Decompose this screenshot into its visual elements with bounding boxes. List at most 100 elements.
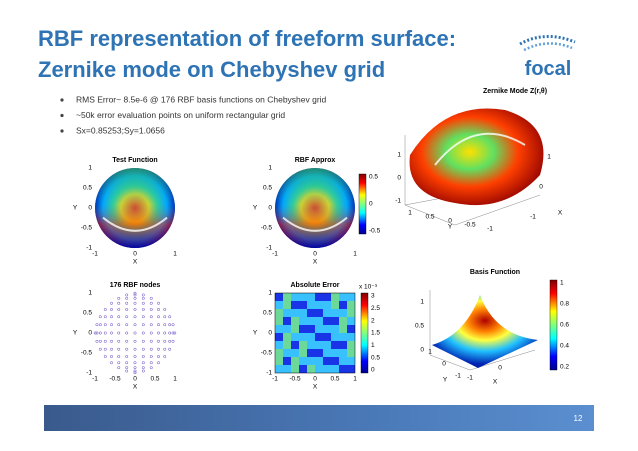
node bbox=[133, 371, 137, 375]
error-cell bbox=[275, 293, 283, 301]
error-cell bbox=[339, 357, 347, 365]
node bbox=[103, 308, 107, 311]
node bbox=[125, 308, 129, 311]
panel-title: Absolute Error bbox=[290, 282, 339, 289]
node bbox=[157, 301, 160, 305]
error-cell bbox=[339, 349, 347, 357]
node bbox=[95, 323, 99, 327]
error-cell bbox=[307, 349, 315, 357]
node bbox=[110, 301, 113, 305]
error-cell bbox=[299, 341, 307, 349]
colorbar-tick-label: 0.2 bbox=[560, 364, 569, 371]
error-cell bbox=[299, 357, 307, 365]
x-tick-label: -1 bbox=[467, 375, 473, 382]
error-cell bbox=[275, 357, 283, 365]
node bbox=[117, 347, 121, 351]
y-tick-label: -0.5 bbox=[81, 225, 93, 232]
error-cell bbox=[275, 301, 283, 309]
node bbox=[163, 355, 167, 358]
node bbox=[110, 331, 113, 335]
node bbox=[141, 339, 145, 343]
error-cell bbox=[283, 341, 291, 349]
error-cell bbox=[323, 309, 331, 317]
colorbar bbox=[360, 292, 369, 374]
x-tick-label: 0.5 bbox=[150, 376, 159, 383]
error-cell bbox=[315, 341, 323, 349]
node bbox=[125, 293, 129, 297]
error-cell bbox=[307, 301, 315, 309]
colorbar-tick-label: 3 bbox=[371, 293, 375, 300]
y-tick-label: 1 bbox=[88, 165, 92, 172]
node bbox=[171, 323, 175, 327]
node bbox=[110, 347, 113, 351]
error-cell bbox=[291, 317, 299, 325]
x-tick-label: -1 bbox=[92, 376, 98, 383]
error-cell bbox=[283, 333, 291, 341]
colorbar-tick-label: 0 bbox=[371, 367, 375, 374]
error-cell bbox=[323, 341, 331, 349]
node bbox=[149, 308, 153, 311]
z-tick-label: -1 bbox=[395, 198, 401, 205]
error-cell bbox=[291, 325, 299, 333]
error-cell bbox=[323, 357, 331, 365]
error-cell bbox=[275, 365, 283, 373]
error-cell bbox=[339, 365, 347, 373]
node bbox=[141, 366, 145, 370]
node bbox=[98, 323, 102, 327]
x-tick-label: -1 bbox=[272, 251, 278, 258]
ridge bbox=[434, 132, 526, 166]
y-tick-label: 0 bbox=[268, 205, 272, 212]
node bbox=[141, 369, 145, 373]
node bbox=[117, 315, 121, 319]
error-cell bbox=[315, 301, 323, 309]
colorbar-tick-label: 0 bbox=[369, 201, 373, 208]
node bbox=[149, 366, 153, 370]
node bbox=[149, 323, 153, 327]
x-tick-label: 0 bbox=[539, 184, 543, 191]
node bbox=[133, 323, 137, 327]
x-tick-label: 1 bbox=[547, 154, 551, 161]
x-axis-label: X bbox=[313, 259, 318, 266]
plot-panel: 176 RBF nodes 1 0.5 0 -0.5 -1-1 -0.5 0 0.5 1 X Y bbox=[73, 282, 177, 391]
error-cell bbox=[307, 357, 315, 365]
node bbox=[125, 347, 129, 351]
node bbox=[163, 323, 167, 327]
z-tick-label: 1 bbox=[397, 152, 401, 159]
error-cell bbox=[315, 349, 323, 357]
y-tick-label: -0.5 bbox=[81, 350, 93, 357]
x-axis-label: X bbox=[558, 210, 563, 217]
error-cell bbox=[331, 341, 339, 349]
node bbox=[133, 355, 137, 358]
y-tick-label: 1 bbox=[408, 210, 412, 217]
error-cell bbox=[331, 349, 339, 357]
y-tick-label: 0 bbox=[88, 205, 92, 212]
error-cell bbox=[275, 349, 283, 357]
node bbox=[141, 315, 145, 319]
colorbar-tick-label: 2 bbox=[371, 317, 375, 324]
colorbar-tick-label: 0.6 bbox=[560, 322, 569, 329]
node bbox=[93, 331, 97, 335]
y-tick-label: 0.5 bbox=[83, 310, 92, 317]
node bbox=[141, 296, 145, 300]
node bbox=[117, 331, 121, 335]
node bbox=[103, 355, 107, 358]
y-tick-label: 0 bbox=[442, 361, 446, 368]
error-cell bbox=[323, 365, 331, 373]
bullet-text: RMS Error~ 8.5e-6 @ 176 RBF basis functi… bbox=[76, 94, 327, 104]
x-tick-label: -1 bbox=[92, 251, 98, 258]
page-number: 12 bbox=[574, 414, 583, 423]
bullet-text: Sx=0.85253;Sy=1.0656 bbox=[76, 125, 165, 135]
plot-panel: Absolute Error 1 0.5 0 -0.5 -1-1 -0.5 0 0.5 1 X Y 3 2… bbox=[253, 282, 381, 391]
error-cell bbox=[307, 293, 315, 301]
x-tick-label: -0.5 bbox=[109, 376, 121, 383]
colorbar-exponent: x 10⁻³ bbox=[359, 284, 378, 291]
y-axis-label: Y bbox=[253, 330, 258, 337]
error-cell bbox=[347, 325, 355, 333]
x-axis-label: X bbox=[133, 259, 138, 266]
error-cell bbox=[291, 333, 299, 341]
error-cell bbox=[331, 293, 339, 301]
y-tick-label: -0.5 bbox=[261, 350, 273, 357]
error-cell bbox=[331, 325, 339, 333]
node bbox=[163, 315, 167, 319]
x-tick-label: 0 bbox=[133, 376, 137, 383]
